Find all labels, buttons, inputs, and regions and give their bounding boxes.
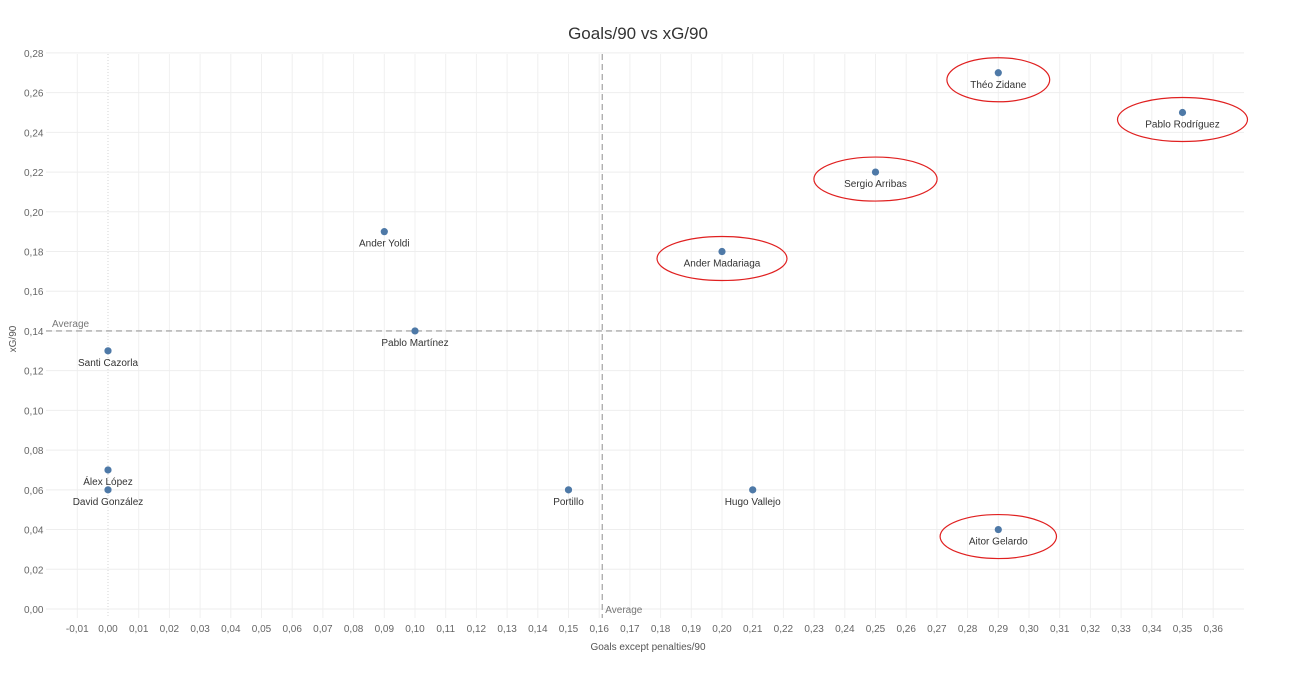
x-tick-label: 0,18: [651, 624, 671, 635]
y-tick-label: 0,22: [24, 168, 44, 179]
data-point[interactable]: [871, 168, 880, 176]
data-point[interactable]: [1178, 108, 1187, 117]
y-tick-label: 0,08: [24, 446, 44, 457]
point-label: Hugo Vallejo: [725, 497, 781, 508]
x-tick-labels: -0,01 0,00 0,01 0,02 0,03 0,04 0,05 0,06 0,07 0,0…: [66, 624, 1223, 635]
x-tick-label: 0,25: [866, 624, 886, 635]
y-tick-labels: 0,00 0,02 0,04 0,06 0,08 0,10 0,12 0,14 0,16 0,18…: [24, 49, 44, 616]
x-tick-label: 0,22: [774, 624, 794, 635]
x-tick-label: 0,15: [559, 624, 579, 635]
data-point[interactable]: [411, 327, 419, 335]
highlight-ellipse: [939, 513, 1058, 560]
x-tick-label: 0,13: [497, 624, 517, 635]
y-tick-label: 0,12: [24, 367, 44, 378]
data-points: [104, 69, 1187, 534]
data-point[interactable]: [994, 69, 1002, 77]
x-tick-label: 0,17: [620, 624, 640, 635]
x-tick-label: 0,35: [1173, 624, 1193, 635]
x-tick-label: 0,02: [160, 624, 180, 635]
x-tick-label: 0,24: [835, 624, 855, 635]
y-tick-label: 0,28: [24, 49, 44, 60]
x-tick-label: 0,30: [1019, 624, 1039, 635]
x-tick-label: 0,21: [743, 624, 763, 635]
point-labels: Théo Zidane Pablo Rodríguez Sergio Arribas…: [73, 80, 1220, 548]
y-tick-label: 0,02: [24, 565, 44, 576]
point-label: Pablo Martínez: [381, 338, 448, 349]
x-tick-label: 0,00: [98, 624, 118, 635]
data-point[interactable]: [718, 247, 726, 256]
point-label: Aitor Gelardo: [969, 537, 1028, 548]
point-label: Ander Yoldi: [359, 239, 410, 250]
x-tick-label: 0,03: [190, 624, 210, 635]
x-tick-label: 0,27: [927, 624, 947, 635]
x-tick-label: 0,08: [344, 624, 364, 635]
point-label: Santi Cazorla: [78, 358, 138, 369]
x-tick-label: 0,05: [252, 624, 272, 635]
x-tick-label: 0,32: [1081, 624, 1101, 635]
data-point[interactable]: [380, 228, 388, 236]
x-tick-label: 0,28: [958, 624, 978, 635]
point-label: David González: [73, 497, 144, 508]
x-axis-title: Goals except penalties/90: [590, 642, 706, 653]
y-tick-label: 0,00: [24, 605, 44, 616]
grid-layer: [46, 52, 1244, 618]
x-tick-label: 0,12: [467, 624, 487, 635]
data-point[interactable]: [994, 525, 1002, 534]
highlight-ellipse: [1116, 96, 1249, 143]
data-point[interactable]: [104, 466, 112, 474]
data-point[interactable]: [564, 486, 573, 494]
data-point[interactable]: [104, 347, 112, 355]
y-tick-label: 0,10: [24, 406, 44, 417]
x-tick-label: 0,10: [405, 624, 425, 635]
point-label: Álex López: [83, 475, 132, 488]
y-tick-label: 0,14: [24, 327, 44, 338]
x-tick-label: 0,14: [528, 624, 548, 635]
x-tick-label: 0,34: [1142, 624, 1162, 635]
highlight-ellipses: [656, 57, 1249, 560]
point-label: Ander Madariaga: [684, 259, 761, 270]
data-point[interactable]: [104, 486, 112, 494]
y-axis-title: xG/90: [8, 325, 19, 352]
x-tick-label: 0,06: [282, 624, 302, 635]
point-label: Théo Zidane: [970, 80, 1027, 91]
y-tick-label: 0,04: [24, 526, 44, 537]
y-average-label: Average: [52, 319, 90, 330]
highlight-ellipse: [946, 57, 1051, 103]
x-tick-label: 0,20: [712, 624, 732, 635]
point-label: Pablo Rodríguez: [1145, 120, 1220, 131]
x-tick-label: 0,23: [804, 624, 824, 635]
y-tick-label: 0,06: [24, 486, 44, 497]
x-tick-label: 0,01: [129, 624, 149, 635]
point-label: Sergio Arribas: [844, 179, 907, 190]
y-tick-label: 0,20: [24, 208, 44, 219]
x-tick-label: 0,11: [436, 624, 455, 635]
x-tick-label: 0,36: [1203, 624, 1223, 635]
highlight-ellipse: [656, 235, 788, 282]
chart-title: Goals/90 vs xG/90: [568, 24, 708, 43]
x-tick-label: 0,19: [682, 624, 702, 635]
y-tick-label: 0,18: [24, 248, 44, 259]
x-tick-label: 0,04: [221, 624, 241, 635]
x-tick-label: 0,09: [375, 624, 395, 635]
x-tick-label: 0,26: [896, 624, 916, 635]
x-tick-label: 0,31: [1050, 624, 1070, 635]
y-tick-label: 0,26: [24, 89, 44, 100]
x-tick-label: 0,16: [589, 624, 609, 635]
x-tick-label: 0,07: [313, 624, 333, 635]
x-tick-label: -0,01: [66, 624, 89, 635]
x-tick-label: 0,29: [989, 624, 1009, 635]
y-tick-label: 0,24: [24, 128, 44, 139]
data-point[interactable]: [749, 486, 757, 494]
reference-lines: Average Average: [46, 54, 1244, 618]
highlight-ellipse: [813, 156, 938, 202]
x-average-label: Average: [605, 605, 643, 616]
point-label: Portillo: [553, 497, 584, 508]
x-tick-label: 0,33: [1111, 624, 1131, 635]
y-tick-label: 0,16: [24, 287, 44, 298]
